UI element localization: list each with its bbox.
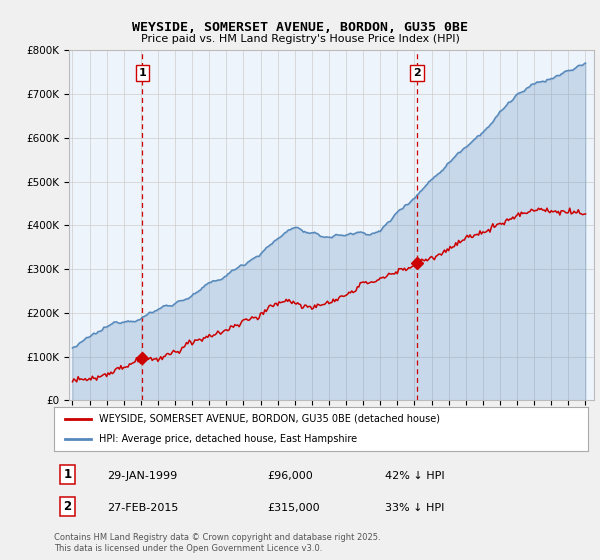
Text: 2: 2 — [413, 68, 421, 78]
Text: £315,000: £315,000 — [268, 503, 320, 513]
Text: Price paid vs. HM Land Registry's House Price Index (HPI): Price paid vs. HM Land Registry's House … — [140, 34, 460, 44]
Text: 33% ↓ HPI: 33% ↓ HPI — [385, 503, 445, 513]
Text: 27-FEB-2015: 27-FEB-2015 — [107, 503, 179, 513]
Text: 29-JAN-1999: 29-JAN-1999 — [107, 471, 178, 481]
Text: 42% ↓ HPI: 42% ↓ HPI — [385, 471, 445, 481]
Text: Contains HM Land Registry data © Crown copyright and database right 2025.
This d: Contains HM Land Registry data © Crown c… — [54, 533, 380, 553]
Text: 2: 2 — [63, 500, 71, 513]
Text: HPI: Average price, detached house, East Hampshire: HPI: Average price, detached house, East… — [100, 434, 358, 444]
Text: 1: 1 — [139, 68, 146, 78]
Text: £96,000: £96,000 — [268, 471, 313, 481]
Text: WEYSIDE, SOMERSET AVENUE, BORDON, GU35 0BE (detached house): WEYSIDE, SOMERSET AVENUE, BORDON, GU35 0… — [100, 414, 440, 424]
Text: 1: 1 — [63, 468, 71, 481]
Text: WEYSIDE, SOMERSET AVENUE, BORDON, GU35 0BE: WEYSIDE, SOMERSET AVENUE, BORDON, GU35 0… — [132, 21, 468, 34]
